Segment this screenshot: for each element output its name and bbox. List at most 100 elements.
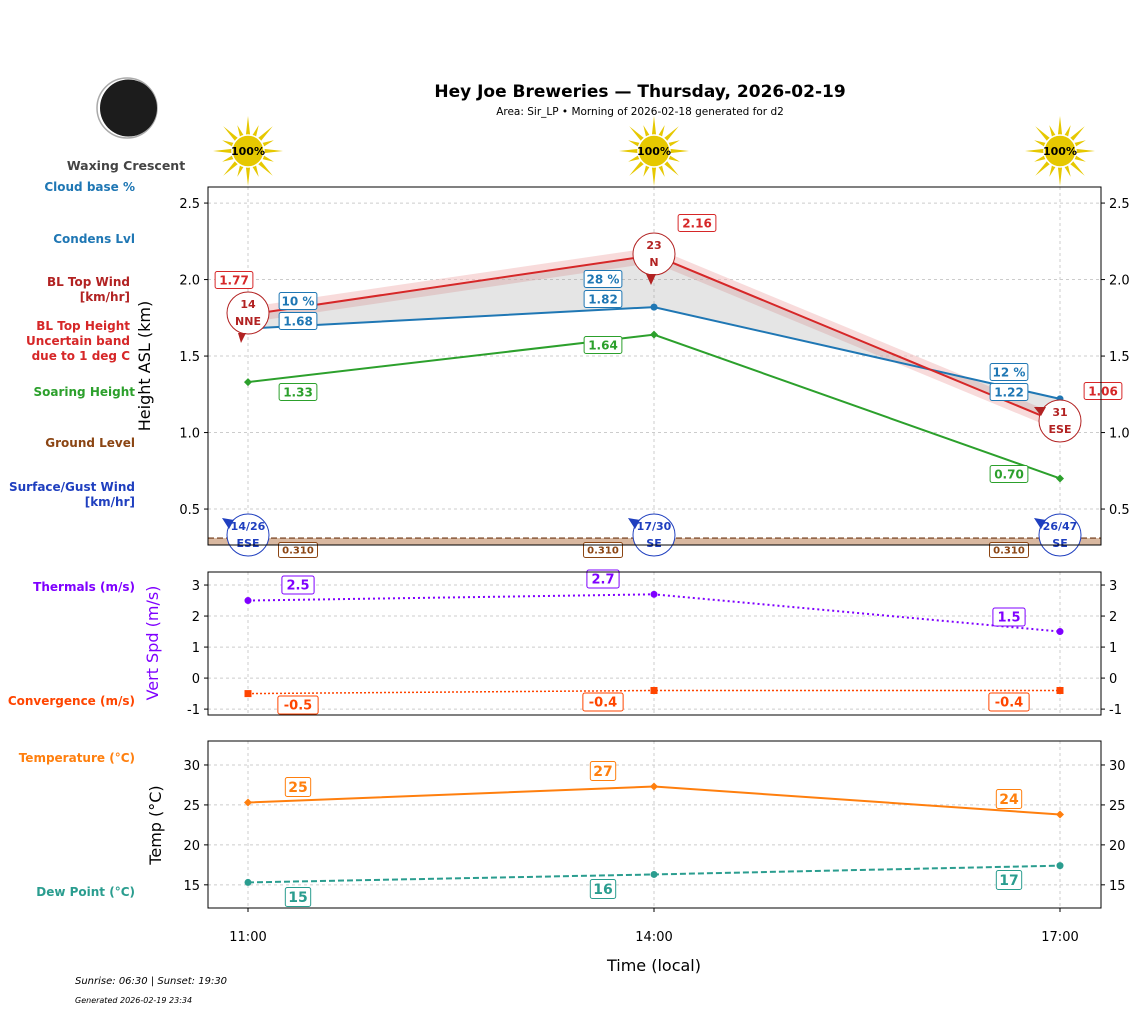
wind-arrow-icon — [238, 333, 246, 343]
dew-point-label-text: 16 — [593, 882, 612, 898]
sun-icon: 100% — [619, 116, 689, 186]
dew-point-label-box — [995, 870, 1023, 890]
convergence-point — [650, 686, 658, 694]
thermals-label: 2.5 — [281, 575, 315, 595]
ground-label: 0.310 — [278, 542, 318, 558]
x-tick-label: 11:00 — [229, 930, 266, 945]
thermals-label-text: 1.5 — [997, 611, 1020, 626]
side-label: Temperature (°C) — [19, 751, 135, 765]
convergence-point — [244, 690, 252, 698]
wind-direction: SE — [1052, 537, 1067, 550]
soaring-point — [1056, 474, 1064, 483]
wind-arrow-icon — [1034, 518, 1046, 529]
condens-label: 1.68 — [278, 312, 318, 330]
bl-top-label-text: 1.06 — [1088, 384, 1118, 398]
wind-speed: 17/30 — [637, 520, 672, 533]
wind-direction: NNE — [235, 315, 261, 328]
wind-circle — [1038, 399, 1082, 443]
cloud-pct-label: 12 % — [989, 363, 1029, 381]
convergence-point — [1056, 686, 1064, 694]
condens-point — [650, 303, 658, 311]
side-label: Dew Point (°C) — [36, 885, 135, 899]
temperature-label-text: 24 — [999, 792, 1019, 808]
cloud-pct-label-text: 28 % — [587, 272, 620, 286]
wind-speed: 26/47 — [1043, 520, 1078, 533]
thermals-label-text: 2.7 — [591, 573, 614, 588]
side-label: Ground Level — [45, 436, 135, 450]
temperature-label: 27 — [589, 761, 617, 781]
y-tick-label: 2 — [192, 610, 200, 625]
dew-point-label: 17 — [995, 870, 1023, 890]
thermals-label: 1.5 — [992, 607, 1026, 627]
ground-label: 0.310 — [989, 542, 1029, 558]
thermals-label-box — [586, 569, 620, 589]
dew-point-point — [244, 878, 252, 886]
y-axis-label: Temp (°C) — [146, 785, 165, 865]
soaring-label-box — [583, 336, 623, 354]
condens-label-text: 1.22 — [994, 385, 1024, 399]
wind-arrow-icon — [646, 274, 656, 285]
dew-point-label-text: 15 — [288, 890, 307, 906]
convergence-label-box — [582, 692, 624, 712]
wind-speed: 23 — [646, 239, 661, 252]
soaring-label-box — [989, 465, 1029, 483]
plot-frame — [207, 571, 1102, 716]
ground-label: 0.310 — [583, 542, 623, 558]
cloud-pct-label-box — [278, 292, 318, 310]
soaring-label: 0.70 — [989, 465, 1029, 483]
condens-label: 1.82 — [583, 290, 623, 308]
cloud-pct-label-box — [583, 270, 623, 288]
sun-icon: 100% — [1025, 116, 1095, 186]
side-label: BL Top Wind [km/hr] — [47, 275, 130, 304]
thermals-point — [650, 590, 658, 598]
wind-arrow-icon — [628, 518, 640, 529]
bl-top-label-box — [677, 214, 717, 232]
convergence-label-box — [988, 692, 1030, 712]
cloud-pct-label: 28 % — [583, 270, 623, 288]
cloud-pct-label: 10 % — [278, 292, 318, 310]
temperature-label: 25 — [284, 777, 312, 797]
y-tick-label-right: 15 — [1109, 879, 1126, 894]
y-tick-label: 3 — [192, 579, 200, 594]
wind-speed: 31 — [1052, 406, 1067, 419]
y-tick-label: 1.5 — [179, 350, 200, 365]
y-tick-label-right: 2.5 — [1109, 197, 1130, 212]
y-tick-label: 2.0 — [179, 274, 200, 289]
side-label: Condens Lvl — [53, 232, 135, 246]
y-tick-label: 1.0 — [179, 427, 200, 442]
sun-percent: 100% — [231, 145, 265, 158]
y-tick-label: 30 — [183, 759, 200, 774]
temperature-label-box — [995, 789, 1023, 809]
y-tick-label-right: 25 — [1109, 799, 1126, 814]
wind-direction: SE — [646, 537, 661, 550]
y-tick-label-right: 3 — [1109, 579, 1117, 594]
condens-label-box — [989, 383, 1029, 401]
y-tick-label: 20 — [183, 839, 200, 854]
side-label: Soaring Height — [34, 385, 136, 399]
soaring-label-text: 1.33 — [283, 385, 313, 399]
generated-timestamp: Generated 2026-02-19 23:34 — [75, 996, 192, 1005]
condens-label-box — [278, 312, 318, 330]
y-tick-label-right: 1 — [1109, 641, 1117, 656]
convergence-label-box — [277, 695, 319, 715]
surface-wind-marker: 26/47 SE — [1034, 513, 1082, 557]
y-tick-label-right: 30 — [1109, 759, 1126, 774]
thermals-point — [1056, 628, 1064, 636]
y-tick-label-right: 0.5 — [1109, 503, 1130, 518]
temperature-label-box — [589, 761, 617, 781]
cloud-pct-label-box — [989, 363, 1029, 381]
y-axis-label: Height ASL (km) — [135, 301, 154, 431]
plot-frame — [207, 186, 1102, 546]
sun-percent: 100% — [637, 145, 671, 158]
wind-direction: ESE — [1049, 423, 1072, 436]
bl-top-label: 1.06 — [1083, 382, 1123, 400]
side-label: Convergence (m/s) — [8, 694, 135, 708]
y-tick-label: 15 — [183, 879, 200, 894]
dew-point-label-text: 17 — [999, 873, 1018, 889]
cloud-pct-label-text: 12 % — [993, 365, 1026, 379]
surface-wind-marker: 17/30 SE — [628, 513, 676, 557]
moon-icon — [96, 77, 158, 139]
soaring-label-text: 1.64 — [588, 338, 618, 352]
sunrise-sunset: Sunrise: 06:30 | Sunset: 19:30 — [75, 976, 227, 987]
wind-direction: ESE — [237, 537, 260, 550]
